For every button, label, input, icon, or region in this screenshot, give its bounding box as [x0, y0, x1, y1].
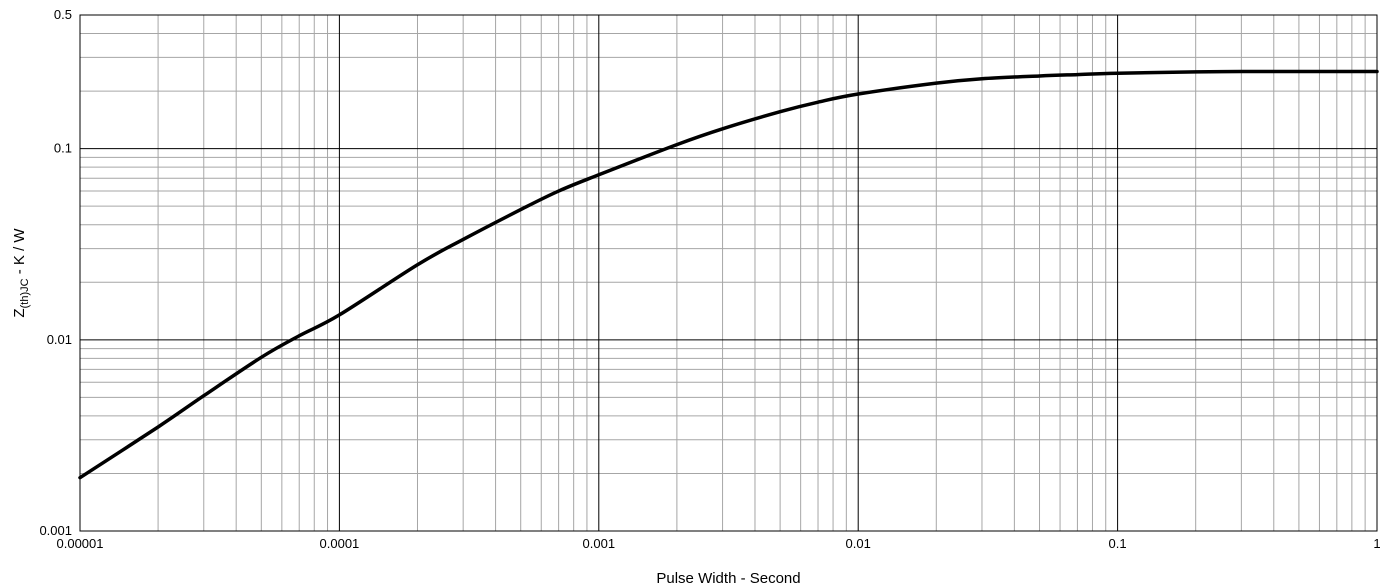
y-axis-title-suffix: - K / W [11, 228, 28, 279]
y-axis-title-subscript: (th)JC [19, 278, 31, 308]
x-tick-label: 0.0001 [320, 536, 360, 551]
y-tick-label: 0.01 [47, 332, 72, 347]
x-tick-label: 0.001 [583, 536, 616, 551]
y-tick-label: 0.1 [54, 141, 72, 156]
x-tick-label: 0.01 [846, 536, 871, 551]
y-axis-title: Z(th)JC - K / W [11, 228, 31, 318]
x-tick-label: 0.00001 [57, 536, 104, 551]
series-line [78, 69, 1379, 480]
y-tick-label: 0.5 [54, 7, 72, 22]
x-tick-labels: 0.00001 0.0001 0.001 0.01 0.1 1 [57, 536, 1381, 551]
grid-minor [80, 14, 1377, 531]
x-axis-title: Pulse Width - Second [656, 570, 800, 587]
y-axis-title-main: Z [11, 308, 28, 317]
plot-frame [79, 14, 1378, 532]
series-layer [78, 69, 1379, 480]
x-tick-label: 1 [1373, 536, 1380, 551]
x-tick-label: 0.1 [1109, 536, 1127, 551]
y-tick-labels: 0.001 0.01 0.1 0.5 [39, 7, 72, 538]
grid-major [79, 14, 1378, 532]
y-tick-label: 0.001 [39, 523, 72, 538]
